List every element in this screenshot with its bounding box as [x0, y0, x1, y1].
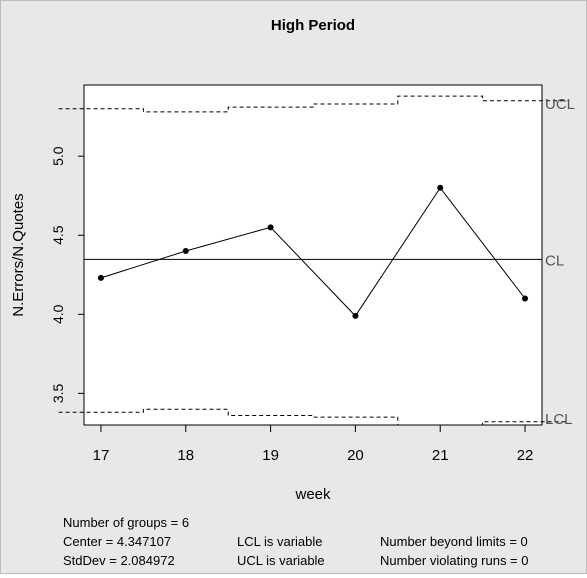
x-axis-label: week [294, 486, 331, 503]
data-point [352, 312, 359, 319]
data-point [267, 224, 274, 231]
data-point [522, 295, 529, 302]
y-axis: 3.5 4.0 4.5 5.0 [50, 146, 85, 403]
series-line [100, 186, 526, 317]
plot-area [83, 84, 543, 426]
ucl-label: UCL [545, 96, 575, 113]
lcl-line [58, 408, 568, 426]
stats-ucl-note: UCL is variable [237, 553, 325, 568]
stats-footer: Number of groups = 6 Center = 4.347107 S… [63, 515, 529, 568]
lcl-label: LCL [545, 411, 573, 428]
x-tick-label: 18 [177, 447, 194, 464]
cl-label: CL [545, 252, 564, 269]
stats-center: Center = 4.347107 [63, 534, 171, 549]
x-axis: 17 18 19 20 21 22 [93, 424, 534, 464]
x-tick-label: 17 [93, 447, 110, 464]
stats-beyond: Number beyond limits = 0 [380, 534, 528, 549]
data-point [182, 248, 189, 255]
data-point [97, 274, 104, 281]
stats-lcl-note: LCL is variable [237, 534, 323, 549]
stats-groups: Number of groups = 6 [63, 515, 189, 530]
stats-stddev: StdDev = 2.084972 [63, 553, 175, 568]
ucl-line [58, 95, 568, 113]
y-axis-label: N.Errors/N.Quotes [10, 193, 27, 316]
x-tick-label: 21 [432, 447, 449, 464]
x-tick-label: 22 [517, 447, 534, 464]
y-tick-label: 4.0 [50, 304, 66, 324]
y-tick-label: 4.5 [50, 225, 66, 245]
x-tick-label: 20 [347, 447, 364, 464]
y-tick-label: 5.0 [50, 146, 66, 166]
y-tick-label: 3.5 [50, 383, 66, 403]
data-point [437, 184, 444, 191]
stats-violating: Number violating runs = 0 [380, 553, 529, 568]
x-tick-label: 19 [262, 447, 279, 464]
chart-title: High Period [271, 17, 355, 34]
